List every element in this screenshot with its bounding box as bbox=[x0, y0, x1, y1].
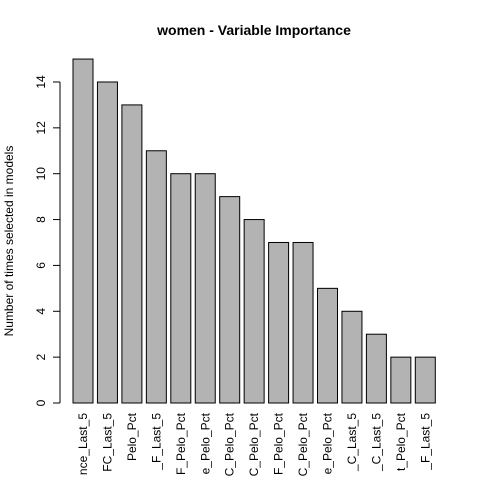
y-tick-label: 0 bbox=[34, 399, 48, 406]
x-tick-label: _C_Last_5 bbox=[345, 413, 359, 472]
x-tick-label: nce_Last_5 bbox=[76, 413, 90, 475]
x-tick-label: F_Pelo_Pct bbox=[174, 412, 188, 475]
x-tick-label: FC_Last_5 bbox=[100, 413, 114, 472]
y-tick-label: 10 bbox=[34, 167, 48, 181]
y-tick-label: 6 bbox=[34, 262, 48, 269]
x-tick-label: _C_Last_5 bbox=[369, 413, 383, 472]
bar bbox=[268, 241, 290, 404]
bar bbox=[365, 333, 387, 404]
chart-title: women - Variable Importance bbox=[156, 22, 351, 38]
y-tick-label: 12 bbox=[34, 121, 48, 135]
x-tick-label: C_Pelo_Pct bbox=[223, 412, 237, 476]
y-tick-label: 14 bbox=[34, 75, 48, 89]
x-tick-label: Pelo_Pct bbox=[125, 412, 139, 461]
bar bbox=[292, 241, 314, 404]
bar bbox=[341, 310, 363, 404]
bar bbox=[170, 173, 192, 404]
x-tick-label: _F_Last_5 bbox=[418, 413, 432, 471]
x-tick-label: e_Pelo_Pct bbox=[198, 412, 212, 474]
x-tick-label: t_Pelo_Pct bbox=[394, 412, 408, 471]
x-tick-label: e_Pelo_Pct bbox=[321, 412, 335, 474]
y-tick-label: 4 bbox=[34, 308, 48, 315]
y-tick-label: 2 bbox=[34, 353, 48, 360]
bar bbox=[96, 81, 118, 404]
y-axis: 0 2 4 6 8 10 12 14 bbox=[34, 75, 61, 406]
bar bbox=[414, 356, 436, 404]
x-axis-labels: nce_Last_5 FC_Last_5 Pelo_Pct _F_Last_5 F_Pe… bbox=[76, 412, 432, 476]
x-tick-label: F_Pelo_Pct bbox=[272, 412, 286, 475]
bar bbox=[121, 104, 143, 404]
bar bbox=[72, 58, 94, 404]
x-tick-label: C_Pelo_Pct bbox=[247, 412, 261, 476]
bar bbox=[194, 173, 216, 404]
y-tick-label: 8 bbox=[34, 216, 48, 223]
bar bbox=[317, 287, 338, 404]
x-tick-label: C_Pelo_Pct bbox=[296, 412, 310, 476]
x-tick-label: _F_Last_5 bbox=[149, 413, 163, 471]
bar bbox=[390, 356, 412, 404]
y-axis-label: Number of times selected in models bbox=[2, 146, 16, 337]
bar bbox=[243, 219, 265, 404]
bar bbox=[145, 150, 167, 404]
bars bbox=[72, 58, 436, 404]
bar bbox=[219, 196, 241, 404]
